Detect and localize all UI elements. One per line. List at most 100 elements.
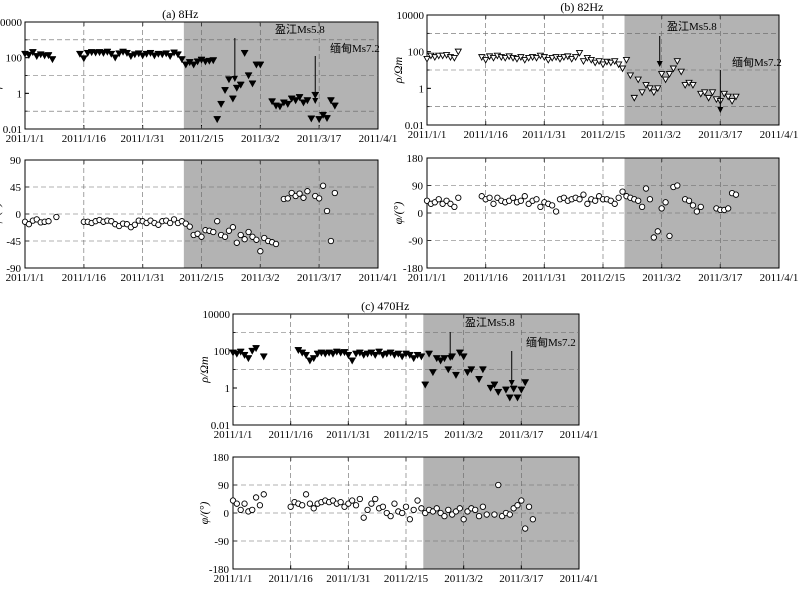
rho-point bbox=[398, 353, 406, 361]
x-tick-label: 2011/1/16 bbox=[62, 133, 107, 145]
x-tick-label: 2011/1/31 bbox=[522, 129, 566, 141]
y-tick-label: 100 bbox=[214, 346, 231, 358]
x-tick-label: 2011/1/31 bbox=[522, 272, 566, 284]
phi-point bbox=[241, 500, 248, 507]
phi-point bbox=[475, 512, 483, 520]
rho-point bbox=[681, 82, 689, 89]
phi-point bbox=[576, 196, 583, 203]
x-tick-label: 2011/3/17 bbox=[297, 133, 342, 145]
rho-point bbox=[622, 57, 631, 64]
phi-point bbox=[509, 194, 517, 201]
phi-axis-label: φ/(°) bbox=[391, 202, 405, 225]
phi-point bbox=[237, 506, 244, 514]
rho-point bbox=[704, 94, 713, 102]
rho-point bbox=[513, 55, 521, 63]
rho-point bbox=[371, 352, 380, 359]
phi-point bbox=[170, 216, 178, 223]
y-tick-label: 10000 bbox=[397, 10, 425, 22]
rho-axis-label: ρ/Ωm bbox=[0, 62, 3, 90]
y-tick-label: -90 bbox=[6, 263, 21, 275]
rho-plot-c: 2011/1/1 2011/1/16 2011/1/31 2011/2/15 2011/… bbox=[197, 299, 598, 441]
rho-point bbox=[665, 71, 674, 78]
rho-point bbox=[618, 65, 627, 73]
phi-point bbox=[490, 200, 497, 207]
phi-point bbox=[131, 221, 138, 228]
phi-point bbox=[418, 505, 425, 512]
phi-plot-a: 2011/1/1 2011/1/16 2011/1/31 2011/2/15 2011/… bbox=[0, 155, 397, 284]
y-tick-label: 1 bbox=[419, 83, 425, 95]
x-tick-label: 2011/1/1 bbox=[6, 272, 45, 284]
y-tick-label: 10000 bbox=[203, 309, 231, 321]
phi-point bbox=[685, 197, 693, 204]
x-tick-label: 2011/2/15 bbox=[179, 272, 224, 284]
x-tick-label: 2011/2/15 bbox=[384, 573, 429, 585]
y-tick-label: 180 bbox=[213, 452, 230, 464]
annotation-label: 缅甸Ms7.2 bbox=[330, 41, 380, 55]
x-tick-label: 2011/3/2 bbox=[444, 429, 483, 441]
rho-point bbox=[524, 55, 533, 62]
rho-point bbox=[650, 89, 658, 97]
phi-point bbox=[260, 491, 267, 498]
phi-point bbox=[732, 191, 740, 198]
rho-point bbox=[244, 355, 253, 363]
y-tick-label: 90 bbox=[412, 181, 424, 193]
phi-point bbox=[635, 197, 642, 204]
rho-point bbox=[595, 58, 603, 66]
phi-point bbox=[233, 500, 240, 507]
x-tick-label: 2011/1/1 bbox=[214, 573, 253, 585]
rho-point bbox=[454, 48, 463, 56]
rho-axis-label: ρ/Ωm bbox=[197, 356, 211, 384]
annotation-label: 盈江Ms5.8 bbox=[275, 23, 325, 36]
rho-plot-b: 2011/1/1 2011/1/16 2011/1/31 2011/2/15 2011/… bbox=[391, 0, 798, 141]
phi-point bbox=[25, 221, 33, 228]
rho-point bbox=[48, 56, 57, 64]
x-tick-label: 2011/2/15 bbox=[581, 272, 626, 284]
phi-point bbox=[306, 500, 314, 507]
rho-point bbox=[579, 58, 588, 66]
y-tick-label: -180 bbox=[209, 564, 230, 576]
phi-point bbox=[237, 231, 244, 239]
phi-point bbox=[300, 194, 307, 201]
phi-point bbox=[327, 237, 335, 245]
y-tick-label: 0.01 bbox=[211, 420, 230, 432]
x-tick-label: 2011/1/16 bbox=[269, 429, 314, 441]
rho-point bbox=[708, 89, 717, 97]
phi-point bbox=[364, 506, 371, 514]
annotation-arrowhead bbox=[717, 107, 724, 113]
x-tick-label: 2011/3/2 bbox=[642, 129, 681, 141]
rho-point bbox=[409, 355, 418, 363]
phi-point bbox=[406, 516, 413, 523]
x-tick-label: 2011/3/17 bbox=[297, 272, 342, 284]
phi-point bbox=[253, 236, 260, 243]
x-tick-label: 2011/3/2 bbox=[642, 272, 681, 284]
phi-point bbox=[225, 227, 233, 234]
x-tick-label: 2011/3/17 bbox=[499, 573, 544, 585]
phi-point bbox=[337, 498, 344, 506]
rho-point bbox=[348, 357, 356, 365]
phi-point bbox=[642, 185, 650, 192]
panel-b: 2011/1/1 2011/1/16 2011/1/31 2011/2/15 2011/… bbox=[391, 0, 798, 284]
rho-point bbox=[614, 61, 623, 69]
annotation-arrowhead bbox=[231, 76, 238, 82]
phi-point bbox=[537, 203, 544, 211]
x-tick-label: 2011/4/1 bbox=[359, 133, 398, 145]
rho-point bbox=[642, 82, 650, 89]
phi-point bbox=[249, 506, 256, 514]
phi-point bbox=[725, 205, 732, 212]
x-tick-label: 2011/4/1 bbox=[560, 573, 599, 585]
rho-point bbox=[732, 93, 740, 101]
rho-point bbox=[591, 59, 599, 67]
x-tick-label: 2011/3/2 bbox=[241, 272, 280, 284]
phi-point bbox=[310, 505, 317, 512]
y-tick-label: 100 bbox=[408, 47, 425, 59]
rho-point bbox=[80, 55, 88, 63]
rho-point bbox=[724, 93, 732, 101]
phi-axis-label: φ/(°) bbox=[197, 502, 211, 525]
phi-point bbox=[352, 502, 360, 509]
phi-point bbox=[186, 223, 193, 230]
phi-point bbox=[674, 182, 681, 189]
x-tick-label: 2011/3/2 bbox=[241, 133, 280, 145]
rho-point bbox=[607, 59, 615, 67]
phi-point bbox=[592, 197, 599, 204]
rho-point bbox=[630, 94, 639, 102]
